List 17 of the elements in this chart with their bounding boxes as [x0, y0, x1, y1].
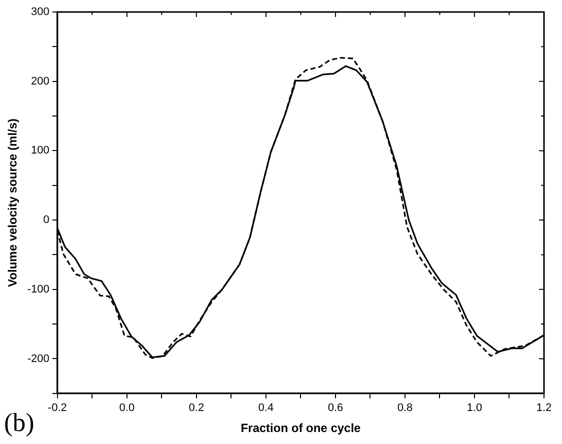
y-axis-title: Volume velocity source (ml/s) — [6, 118, 20, 287]
x-tick-label: 0.8 — [397, 402, 413, 414]
text: (b) — [4, 408, 34, 438]
x-tick-label: 1.2 — [536, 402, 552, 414]
y-tick-label: -200 — [27, 352, 50, 365]
y-tick-label: -100 — [27, 283, 50, 296]
x-tick-label: 0.2 — [188, 402, 204, 414]
x-tick-label: 1.0 — [466, 402, 482, 414]
x-axis-title: Fraction of one cycle — [240, 421, 362, 436]
y-tick-label: 100 — [31, 144, 50, 157]
text: 0.0 — [119, 402, 135, 414]
x-tick-label: 0.6 — [328, 402, 344, 414]
x-tick-label: -0.2 — [48, 402, 67, 414]
y-tick-label: 200 — [31, 75, 50, 88]
x-tick-label: 0.4 — [258, 402, 274, 414]
y-tick-label: 0 — [43, 214, 50, 226]
y-tick-label: 300 — [31, 6, 50, 18]
